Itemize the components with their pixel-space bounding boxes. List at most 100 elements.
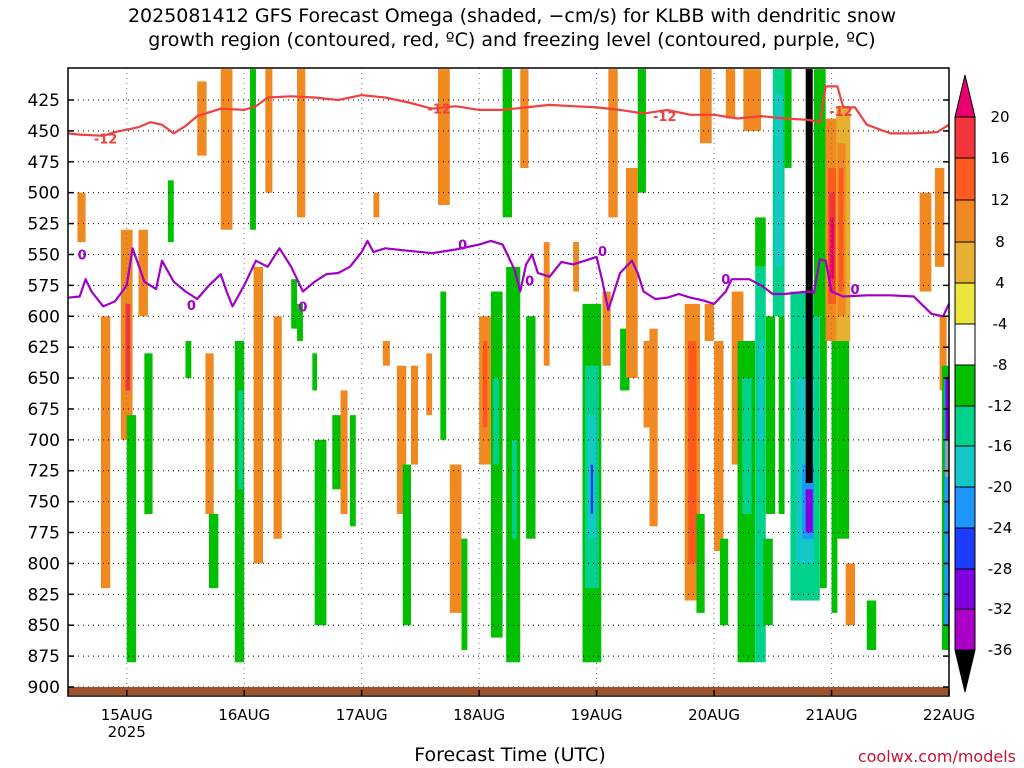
x-tick-label: 22AUG	[923, 706, 975, 724]
chart-title: 2025081412 GFS Forecast Omega (shaded, −…	[0, 4, 1024, 52]
y-tick-label: 450	[28, 122, 60, 142]
omega-cell	[719, 538, 729, 626]
y-tick-label: 650	[28, 369, 60, 389]
omega-cell	[297, 69, 306, 218]
omega-cell	[332, 415, 341, 490]
omega-cell	[838, 167, 844, 292]
dgz-contour-label: -12	[653, 110, 677, 125]
x-tick-label: 19AUG	[571, 706, 623, 724]
omega-cell	[939, 316, 947, 391]
contours: -12 -12 -12 -12 0 0 0 0 0 0 0 0	[67, 85, 950, 318]
freezing-contour-label: 0	[458, 239, 467, 254]
omega-cell	[590, 464, 594, 514]
dgz-contour-label: -12	[94, 132, 118, 147]
omega-cell	[813, 69, 826, 317]
colorbar-segment	[954, 568, 976, 610]
dgz-contour-label: -12	[829, 105, 853, 120]
y-tick-label: 725	[28, 462, 60, 482]
y-tick-label: 425	[28, 91, 60, 111]
omega-cell	[699, 69, 712, 144]
omega-cell	[845, 563, 856, 626]
x-tick-label: 21AUG	[806, 706, 858, 724]
colorbar-label: 16	[990, 149, 1009, 167]
omega-cell	[426, 353, 433, 416]
freezing-contour-label: 0	[598, 245, 607, 260]
y-tick-label: 625	[28, 338, 60, 358]
omega-cell	[373, 192, 380, 218]
colorbar-segment	[954, 323, 976, 366]
omega-cell	[312, 353, 318, 391]
omega-cell	[238, 390, 244, 490]
colorbar-segment	[954, 527, 976, 570]
colorbar-segment	[954, 405, 976, 447]
omega-cell	[461, 538, 468, 650]
omega-cell	[866, 600, 877, 650]
colorbar-label: -4	[993, 315, 1008, 333]
colorbar-label: -20	[988, 478, 1013, 496]
omega-cell	[805, 489, 813, 533]
omega-cell	[620, 328, 630, 391]
omega-cell	[731, 291, 744, 465]
omega-cell	[440, 291, 447, 440]
omega-cell	[205, 353, 214, 514]
x-tick-label: 18AUG	[453, 706, 505, 724]
y-tick-label: 600	[28, 307, 60, 327]
omega-cell	[297, 303, 303, 341]
x-axis-label: Forecast Time (UTC)	[414, 744, 606, 766]
colorbar-segment	[954, 241, 976, 284]
x-tick-label: 20AUG	[688, 706, 740, 724]
colorbar-label: -8	[993, 356, 1008, 374]
colorbar-label: 4	[995, 274, 1005, 292]
colorbar-segment	[954, 116, 976, 159]
x-tick-label: 17AUG	[336, 706, 388, 724]
terrain-band	[68, 687, 949, 695]
colorbar-label: 20	[990, 108, 1009, 126]
omega-cell	[805, 69, 813, 484]
omega-cell	[138, 229, 148, 317]
y-tick-label: 575	[28, 276, 60, 296]
x-tick-label: 15AUG	[101, 706, 153, 724]
omega-cell	[778, 316, 785, 514]
y-tick-label: 675	[28, 400, 60, 420]
omega-cell	[763, 538, 773, 626]
omega-cell	[775, 93, 783, 267]
omega-cell	[382, 340, 390, 366]
y-tick-label: 825	[28, 585, 60, 605]
freezing-contour-label: 0	[525, 274, 534, 289]
colorbar-segment	[954, 445, 976, 488]
y-tick-label: 900	[28, 678, 60, 698]
y-tick-label: 475	[28, 153, 60, 173]
freezing-contour-label: 0	[78, 248, 87, 263]
y-tick-label: 525	[28, 215, 60, 235]
omega-cell	[743, 69, 762, 131]
omega-cell	[144, 353, 153, 514]
x-tick-sublabel: 2025	[108, 723, 146, 741]
colorbar-segment	[954, 157, 976, 201]
omega-cell	[167, 180, 174, 243]
dgz-contour-label: -12	[427, 103, 451, 118]
omega-cell	[314, 439, 327, 626]
omega-cell	[185, 340, 192, 379]
omega-cell	[502, 69, 513, 218]
colorbar-segment	[954, 486, 976, 529]
credit-link[interactable]: coolwx.com/models	[857, 747, 1016, 766]
title-line-1: 2025081412 GFS Forecast Omega (shaded, −…	[127, 5, 897, 27]
omega-cell	[831, 340, 838, 613]
colorbar-label: -36	[988, 641, 1013, 659]
omega-cell	[449, 464, 462, 613]
omega-cell	[208, 513, 219, 589]
colorbar-label: -16	[988, 437, 1013, 455]
freezing-contour-label: 0	[851, 283, 860, 298]
colorbar-label: -28	[988, 560, 1013, 578]
colorbar-segment	[954, 199, 976, 243]
omega-cell	[819, 316, 827, 589]
omega-cell	[493, 378, 500, 465]
plot-frame	[67, 67, 950, 697]
omega-cell	[234, 340, 245, 663]
omega-cell	[602, 291, 611, 366]
y-tick-label: 550	[28, 245, 60, 265]
y-tick-label: 850	[28, 616, 60, 636]
omega-cell	[742, 378, 752, 514]
omega-cell	[573, 242, 579, 292]
